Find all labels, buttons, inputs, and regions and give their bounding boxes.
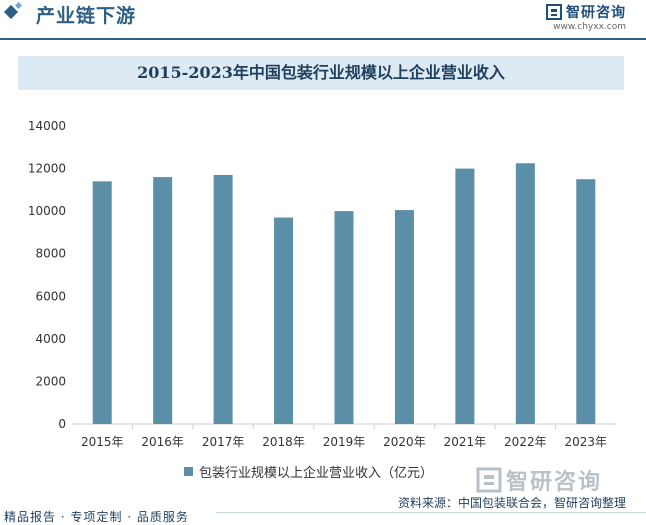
chart-title: 2015-2023年中国包装行业规模以上企业营业收入 xyxy=(137,63,505,82)
brand-name: 智研咨询 xyxy=(566,5,626,21)
source-note: 资料来源：中国包装联合会，智研咨询整理 xyxy=(397,496,626,510)
bar xyxy=(153,177,173,424)
header-divider xyxy=(0,38,646,40)
x-tick-label: 2023年 xyxy=(565,435,608,449)
bar xyxy=(213,174,233,424)
bar xyxy=(394,210,414,424)
bar xyxy=(576,179,596,424)
bar xyxy=(515,163,535,424)
brand-logo-icon xyxy=(546,4,562,20)
y-tick-label: 4000 xyxy=(35,332,66,346)
bar-chart: 0 2000 4000 6000 8000 10000 12000 14000 2015年 201… xyxy=(28,119,616,449)
y-tick-label: 12000 xyxy=(28,162,66,176)
y-tick-label: 14000 xyxy=(28,119,66,133)
bar xyxy=(455,168,475,424)
brand: 智研咨询 xyxy=(546,2,626,22)
bar xyxy=(334,211,354,424)
watermark-logo: 智研咨询 xyxy=(476,464,602,496)
y-tick-label: 8000 xyxy=(35,247,66,261)
x-tick-label: 2017年 xyxy=(202,435,245,449)
watermark-logo-icon xyxy=(476,467,502,493)
y-tick-label: 2000 xyxy=(35,374,66,388)
watermark-name: 智研咨询 xyxy=(506,470,603,495)
legend-label: 包装行业规模以上企业营业收入（亿元） xyxy=(199,466,434,481)
bar xyxy=(92,181,112,424)
x-tick-label: 2016年 xyxy=(141,435,184,449)
x-tick-label: 2015年 xyxy=(81,435,124,449)
y-tick-label: 6000 xyxy=(35,289,66,303)
section-title: 产业链下游 xyxy=(36,5,137,27)
x-tick-label: 2022年 xyxy=(504,435,547,449)
y-tick-label: 10000 xyxy=(28,204,66,218)
bar xyxy=(274,217,294,424)
footer-line xyxy=(216,512,646,513)
top-bar: 产业链下游 智研咨询 www.chyxx.com xyxy=(0,0,646,32)
x-tick-label: 2021年 xyxy=(444,435,487,449)
legend-swatch xyxy=(184,467,193,476)
chart-title-box: 2015-2023年中国包装行业规模以上企业营业收入 xyxy=(18,56,624,90)
x-tick-label: 2020年 xyxy=(383,435,426,449)
legend: 包装行业规模以上企业营业收入（亿元） xyxy=(184,462,433,481)
x-tick-label: 2019年 xyxy=(323,435,366,449)
brand-url: www.chyxx.com xyxy=(553,22,626,32)
y-tick-label: 0 xyxy=(58,417,66,431)
x-tick-label: 2018年 xyxy=(262,435,305,449)
footer-text: 精品报告 · 专项定制 · 品质服务 xyxy=(4,510,189,524)
footer: 精品报告 · 专项定制 · 品质服务 xyxy=(0,506,646,524)
accent-small-diamond-icon xyxy=(14,1,23,10)
